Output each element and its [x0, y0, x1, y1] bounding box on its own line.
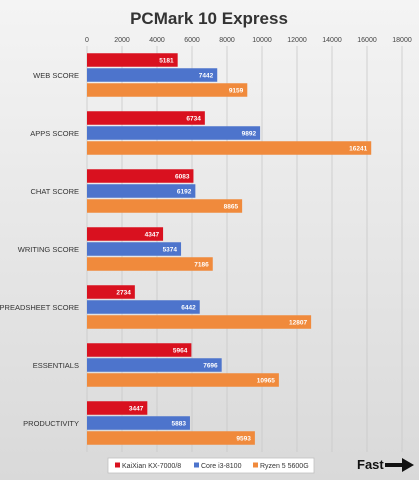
bar [87, 199, 243, 213]
x-tick-label: 18000 [392, 37, 412, 44]
bar-value-label: 5374 [163, 247, 178, 254]
bar-value-label: 9159 [229, 88, 244, 95]
bar-value-label: 6083 [175, 174, 190, 181]
bar-value-label: 9892 [242, 131, 257, 138]
bar-value-label: 8865 [224, 204, 239, 211]
bar-value-label: 3447 [129, 406, 144, 413]
bar [87, 300, 200, 314]
legend-label: Core i3-8100 [201, 463, 242, 470]
bar-value-label: 4347 [145, 232, 160, 239]
bar-value-label: 5181 [159, 58, 174, 65]
bar-value-label: 9593 [236, 436, 251, 443]
x-tick-label: 10000 [252, 37, 272, 44]
x-tick-label: 6000 [184, 37, 200, 44]
bar [87, 401, 148, 415]
chart-title: PCMark 10 Express [130, 9, 288, 28]
bar [87, 416, 190, 430]
bar-value-label: 2734 [116, 290, 131, 297]
bar [87, 169, 194, 183]
bar-value-label: 7186 [194, 262, 209, 269]
x-tick-label: 0 [85, 37, 89, 44]
bar [87, 111, 205, 125]
fast-arrow-icon [385, 458, 414, 472]
bar-value-label: 6192 [177, 189, 192, 196]
legend-box [107, 457, 315, 474]
bar [87, 358, 222, 372]
bar [87, 126, 261, 140]
category-label: WRITING SCORE [18, 245, 79, 254]
category-label: ESSENTIALS [33, 361, 79, 370]
legend-swatch [194, 462, 199, 468]
category-label: WEB SCORE [33, 71, 79, 80]
bar [87, 141, 372, 155]
bar [87, 285, 135, 299]
bar-value-label: 12807 [289, 320, 307, 327]
bar [87, 242, 182, 256]
x-tick-label: 12000 [287, 37, 307, 44]
bar [87, 315, 312, 329]
bar-value-label: 16241 [349, 146, 367, 153]
category-label: APPS SCORE [30, 129, 79, 138]
x-tick-label: 16000 [357, 37, 377, 44]
bar [87, 373, 279, 387]
fast-annotation: Fast [357, 457, 384, 472]
x-tick-label: 4000 [149, 37, 165, 44]
bar [87, 257, 213, 271]
bar [87, 53, 178, 67]
bar [87, 68, 218, 82]
legend-swatch [115, 462, 120, 468]
category-label: SPREADSHEET SCORE [0, 303, 79, 312]
x-tick-label: 14000 [322, 37, 342, 44]
bar-value-label: 5964 [173, 348, 188, 355]
bar [87, 431, 255, 445]
x-tick-label: 8000 [219, 37, 235, 44]
legend-swatch [253, 462, 258, 468]
bar-value-label: 7696 [203, 363, 218, 370]
bar [87, 343, 192, 357]
bar-value-label: 5883 [171, 421, 186, 428]
bar-value-label: 10965 [257, 378, 275, 385]
legend-label: KaiXian KX-7000/8 [122, 463, 181, 470]
category-label: PRODUCTIVITY [23, 419, 79, 428]
bar-value-label: 6734 [186, 116, 201, 123]
legend-label: Ryzen 5 5600G [260, 463, 309, 470]
bar [87, 83, 248, 97]
bar [87, 184, 196, 198]
bar-value-label: 7442 [199, 73, 214, 80]
bar-value-label: 6442 [181, 305, 196, 312]
bar [87, 227, 164, 241]
category-label: CHAT SCORE [31, 187, 79, 196]
x-tick-label: 2000 [114, 37, 130, 44]
